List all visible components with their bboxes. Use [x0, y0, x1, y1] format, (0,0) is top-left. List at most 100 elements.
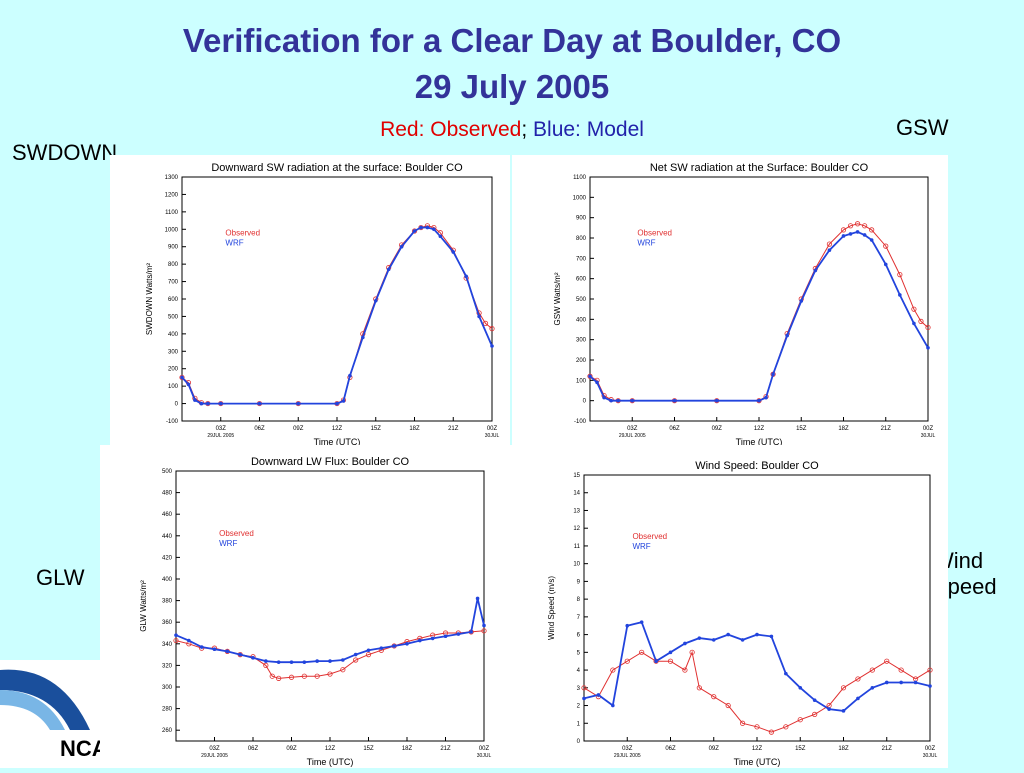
point-observed	[301, 673, 307, 679]
y-tick-label: 300	[162, 685, 173, 691]
point-wrf	[451, 250, 456, 254]
point-wrf	[726, 632, 730, 637]
point-wrf	[335, 401, 339, 406]
point-wrf	[856, 696, 860, 701]
y-tick-label: 11	[574, 544, 581, 550]
point-wrf	[296, 401, 301, 406]
point-observed	[783, 724, 789, 730]
y-tick-label: 440	[162, 534, 173, 540]
y-tick-label: 700	[168, 280, 179, 286]
point-observed	[482, 320, 489, 326]
y-tick-label: 600	[168, 297, 179, 303]
legend-model-text: Blue: Model	[533, 118, 644, 141]
point-observed	[826, 241, 833, 247]
series-line-observed	[583, 650, 931, 733]
x-tick-label: 09Z	[293, 426, 304, 432]
x-sublabel-end: 30JUL	[485, 433, 500, 439]
y-tick-label: 300	[168, 349, 179, 355]
y-tick-label: 1200	[165, 192, 179, 198]
point-wrf	[418, 638, 422, 643]
y-tick-label: 15	[573, 473, 580, 479]
plot-frame	[175, 470, 485, 742]
series-line-wrf	[181, 226, 493, 405]
y-tick-label: 700	[576, 256, 587, 262]
y-tick-label: 260	[162, 728, 173, 734]
point-wrf	[630, 398, 635, 403]
y-tick-label: 100	[576, 378, 587, 384]
point-observed	[489, 326, 495, 332]
point-wrf	[928, 684, 932, 688]
panel-gsw: Net SW radiation at the Surface: Boulder…	[512, 155, 948, 447]
series-line-observed	[181, 225, 493, 405]
ncar-logo-graphic: NCA	[0, 669, 108, 761]
chart-title: Net SW radiation at the Surface: Boulder…	[650, 162, 869, 174]
slide-title-line2: 29 July 2005	[414, 68, 610, 105]
x-axis-label: Time (UTC)	[736, 437, 783, 445]
point-observed	[847, 223, 854, 229]
y-tick-label: 800	[576, 236, 587, 242]
y-tick-label: 400	[576, 317, 587, 323]
y-tick-label: -100	[574, 419, 587, 425]
point-wrf	[348, 373, 352, 378]
y-tick-label: 2	[577, 704, 581, 710]
x-tick-label: 18Z	[838, 746, 849, 752]
slide-subtitle: Red: Observed; Blue: Model	[0, 118, 1024, 142]
x-tick-label: 03Z	[627, 426, 638, 432]
point-observed	[883, 243, 889, 249]
legend-observed-text: Red: Observed	[380, 118, 522, 141]
point-wrf	[602, 395, 606, 400]
series-line-wrf	[175, 598, 485, 664]
point-wrf	[595, 380, 599, 385]
x-tick-label: 15Z	[796, 426, 807, 432]
y-tick-label: 10	[573, 562, 580, 568]
y-axis-label: GLW Watts/m²	[139, 580, 148, 632]
point-wrf	[926, 346, 930, 350]
point-observed	[276, 675, 282, 681]
point-observed	[624, 658, 630, 664]
point-wrf	[639, 620, 644, 624]
x-tick-label: 18Z	[838, 426, 849, 432]
point-wrf	[582, 696, 586, 701]
y-tick-label: 1300	[165, 175, 179, 181]
chart-title: Downward LW Flux: Boulder CO	[251, 456, 410, 468]
y-tick-label: 360	[162, 620, 173, 626]
point-observed	[768, 729, 775, 735]
y-tick-label: 9	[577, 579, 581, 585]
point-observed	[925, 324, 931, 331]
x-sublabel-start: 29JUL 2005	[207, 433, 234, 439]
point-wrf	[469, 630, 473, 634]
chart-glw: Downward LW Flux: Boulder CO 260 280 300 320…	[139, 456, 492, 767]
x-tick-label: 21Z	[881, 426, 892, 432]
x-tick-label: 06Z	[254, 426, 265, 432]
x-tick-label: 00Z	[923, 426, 934, 432]
y-tick-label: 500	[162, 469, 173, 475]
x-tick-label: 00Z	[479, 746, 490, 752]
point-wrf	[419, 225, 423, 230]
label-swdown: SWDOWN	[12, 140, 118, 165]
y-tick-label: 420	[162, 555, 173, 561]
y-tick-label: 1100	[573, 175, 587, 181]
legend-wrf: WRF	[219, 539, 237, 548]
x-tick-label: 03Z	[209, 746, 220, 752]
point-observed	[862, 223, 868, 229]
x-tick-label: 21Z	[440, 746, 451, 752]
point-observed	[481, 628, 487, 634]
y-tick-label: 0	[577, 739, 581, 745]
y-tick-label: 13	[573, 508, 580, 514]
x-sublabel-end: 30JUL	[477, 753, 492, 759]
point-wrf	[482, 623, 486, 628]
point-wrf	[456, 632, 461, 636]
point-observed	[854, 221, 861, 227]
point-wrf	[862, 233, 867, 237]
point-wrf	[238, 652, 242, 657]
point-observed	[353, 657, 359, 663]
label-glw: GLW	[36, 565, 85, 590]
point-observed	[639, 649, 645, 655]
x-tick-label: 09Z	[709, 746, 720, 752]
x-tick-label: 06Z	[248, 746, 259, 752]
point-wrf	[668, 650, 673, 655]
point-wrf	[616, 398, 620, 403]
x-tick-label: 00Z	[925, 746, 936, 752]
point-wrf	[771, 372, 775, 377]
point-observed	[263, 662, 269, 668]
